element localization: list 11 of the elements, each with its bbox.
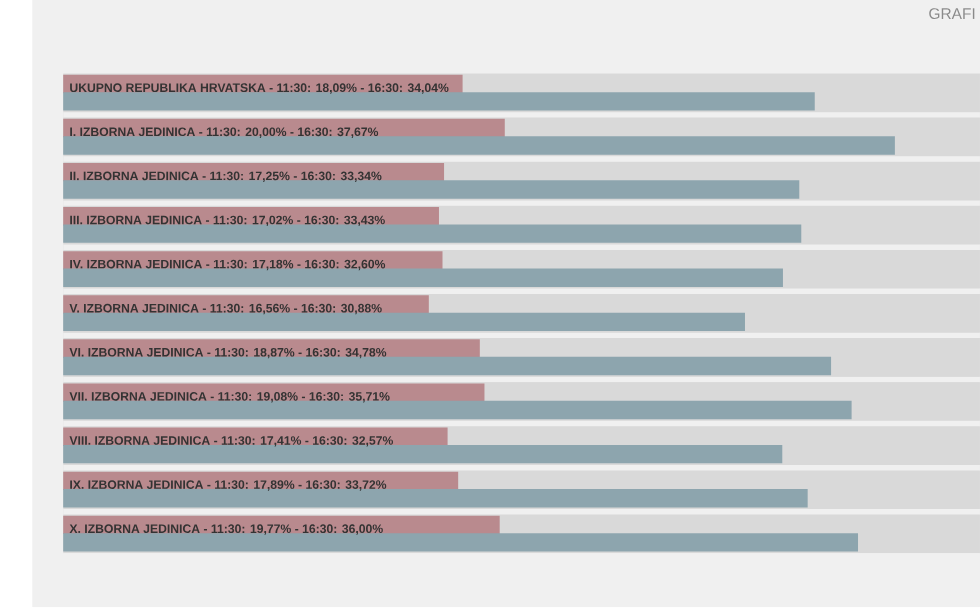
bar [63,533,859,552]
bar [63,92,815,111]
bar [63,136,895,155]
bar [63,224,802,244]
bar [63,180,800,200]
bar [63,268,783,288]
bar [63,401,852,420]
bar [63,445,783,464]
bar [63,313,745,332]
bar [63,489,808,508]
bar [63,357,832,376]
